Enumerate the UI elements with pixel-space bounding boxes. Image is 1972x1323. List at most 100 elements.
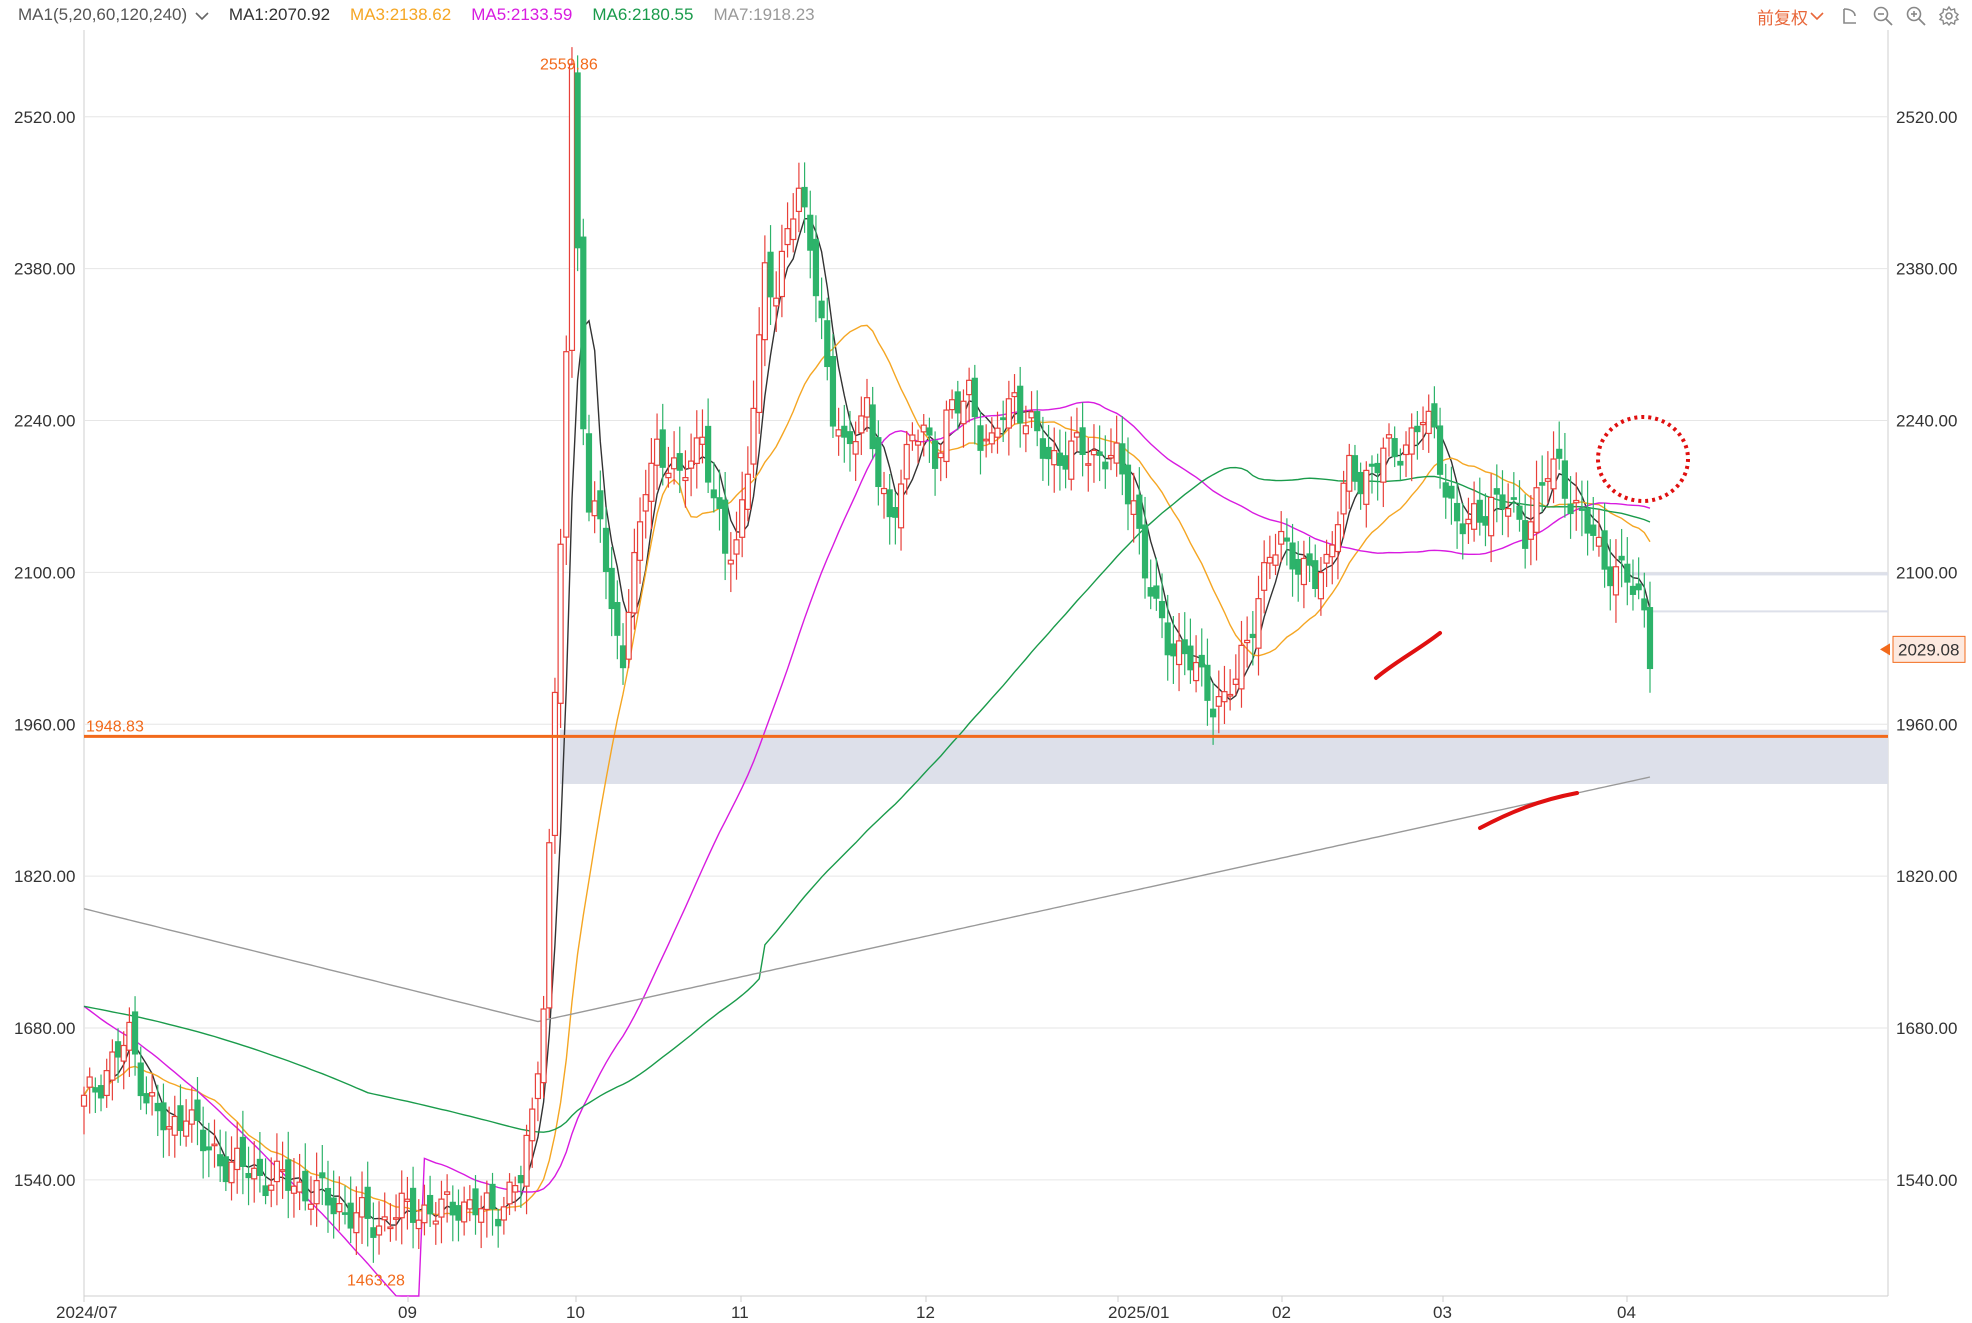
candle-down	[1556, 448, 1563, 459]
candle-down	[1578, 508, 1586, 511]
candle-down	[1641, 598, 1648, 611]
candle-up	[1232, 678, 1239, 686]
candle-down	[194, 1099, 201, 1121]
zoom-out-button[interactable]	[1870, 3, 1896, 29]
adjust-mode-label: 前复权	[1757, 8, 1808, 28]
y-tick-label-right: 1540.00	[1896, 1171, 1957, 1190]
candle-up	[591, 500, 598, 517]
minor-zone-top	[1632, 572, 1888, 576]
candle-up	[1192, 661, 1200, 682]
candle-down	[347, 1202, 354, 1229]
candle-down	[1431, 403, 1438, 428]
candle-up	[960, 400, 967, 425]
candle-up	[863, 397, 871, 418]
candle-up	[1272, 554, 1279, 566]
x-tick-label: 12	[916, 1303, 935, 1322]
candle-up	[1612, 566, 1620, 596]
annotation-circle	[1596, 415, 1690, 503]
candle-up	[1107, 454, 1115, 459]
candle-up	[1215, 696, 1222, 707]
candle-up	[1363, 469, 1370, 505]
candle-up	[381, 1216, 388, 1221]
candle-down	[1170, 643, 1177, 657]
x-tick-label: 10	[566, 1303, 585, 1322]
candle-up	[1175, 640, 1183, 666]
candle-up	[699, 436, 706, 445]
candle-down	[1391, 438, 1398, 458]
y-tick-label-left: 1960.00	[14, 715, 75, 734]
candle-down	[1584, 508, 1591, 534]
x-tick-label: 09	[398, 1303, 417, 1322]
candle-up	[1408, 427, 1415, 455]
candle-down	[931, 440, 939, 469]
candle-up	[268, 1184, 275, 1191]
y-tick-label-left: 1820.00	[14, 867, 75, 886]
y-tick-label-right: 2380.00	[1896, 260, 1957, 279]
candle-down	[114, 1041, 122, 1058]
candle-up	[1255, 598, 1262, 649]
candle-up	[1221, 691, 1228, 703]
candle-up	[546, 842, 553, 1009]
candle-up	[909, 434, 916, 442]
candle-down	[177, 1105, 184, 1132]
candle-down	[495, 1218, 502, 1227]
candle-up	[1068, 440, 1075, 480]
candle-up	[512, 1185, 519, 1193]
candle-down	[1158, 600, 1166, 619]
undo-button[interactable]	[1837, 3, 1863, 29]
candle-up	[756, 334, 763, 414]
candle-down	[722, 499, 729, 554]
candle-down	[1181, 639, 1188, 655]
candle-up	[1544, 478, 1551, 482]
adjust-mode-dropdown[interactable]: 前复权	[1757, 4, 1824, 29]
candle-up	[682, 476, 689, 482]
candle-down	[455, 1205, 462, 1221]
candle-up	[1300, 557, 1307, 586]
candle-up	[392, 1217, 400, 1220]
candle-down	[1646, 607, 1654, 670]
candle-up	[432, 1220, 439, 1225]
ma3-value: MA3:2138.62	[350, 5, 452, 24]
candle-up	[1130, 500, 1137, 515]
candle-down	[262, 1185, 269, 1197]
undo-icon	[1843, 8, 1856, 24]
candle-up	[1380, 447, 1387, 483]
candle-up	[665, 472, 672, 479]
candle-up	[228, 1161, 235, 1184]
candle-up	[727, 559, 734, 565]
candle-up	[568, 63, 576, 351]
settings-button[interactable]	[1936, 3, 1962, 29]
ma-config-selector[interactable]: MA1(5,20,60,120,240)	[18, 5, 209, 25]
candle-up	[461, 1201, 468, 1223]
candle-down	[602, 527, 610, 572]
candle-down	[875, 437, 882, 488]
candle-down	[1561, 460, 1568, 499]
candle-down	[1624, 563, 1631, 583]
candle-down	[977, 425, 984, 451]
candle-up	[1113, 442, 1120, 464]
candle-up	[795, 187, 803, 213]
zoom-in-button[interactable]	[1903, 3, 1929, 29]
candle-down	[1283, 537, 1290, 542]
candle-down	[1397, 460, 1404, 466]
candle-down	[364, 1186, 371, 1219]
candle-down	[597, 490, 604, 520]
candle-down	[829, 356, 837, 427]
candle-up	[994, 427, 1001, 438]
candle-down	[1601, 530, 1608, 570]
candle-down	[1357, 471, 1364, 495]
candle-down	[710, 489, 717, 499]
candle-up	[1085, 463, 1092, 466]
ma7-line	[83, 776, 1651, 1023]
candle-down	[302, 1170, 309, 1202]
candle-down	[1442, 482, 1449, 498]
candle-down	[1102, 461, 1109, 470]
candle-up	[563, 351, 570, 538]
candle-up	[1323, 553, 1330, 564]
y-tick-label-right: 2240.00	[1896, 412, 1957, 431]
candle-down	[1210, 708, 1217, 718]
candle-up	[1334, 524, 1342, 553]
y-tick-label-left: 2520.00	[14, 108, 75, 127]
candle-down	[1493, 488, 1500, 495]
